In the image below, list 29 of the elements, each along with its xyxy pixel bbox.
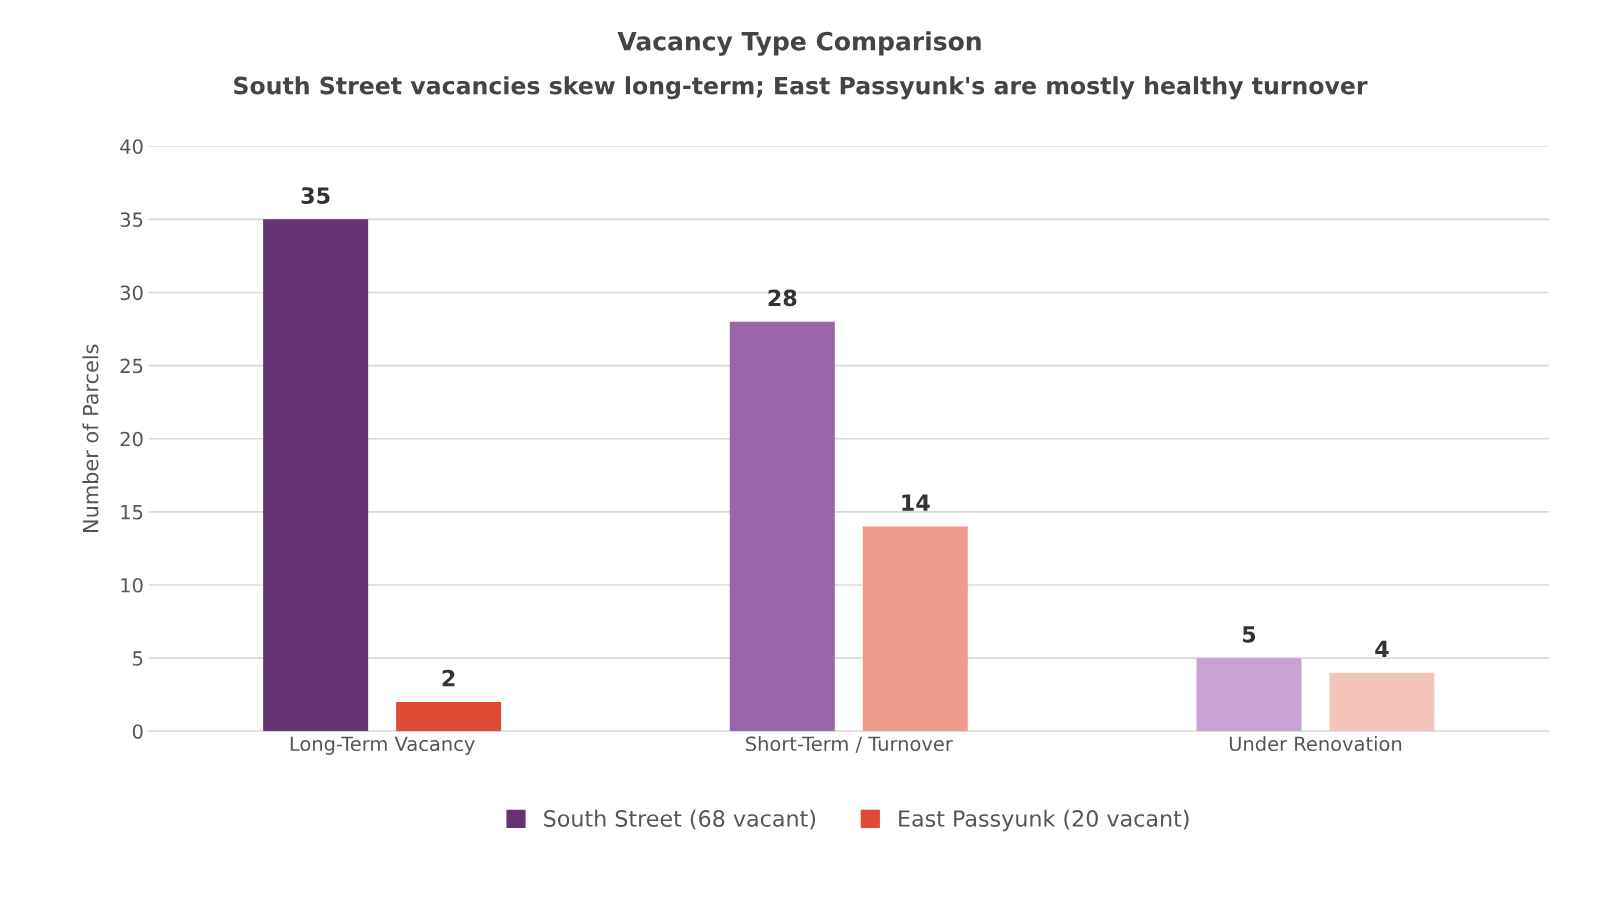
- data-label: 35: [301, 187, 330, 204]
- y-tick-label: 25: [120, 358, 143, 374]
- data-label: 5: [1242, 626, 1256, 643]
- data-label: 28: [768, 289, 797, 307]
- data-label: 14: [902, 494, 930, 511]
- data-label: 2: [442, 669, 455, 687]
- y-tick-label: 15: [121, 505, 143, 520]
- y-tick-label: 35: [120, 212, 143, 228]
- x-tick-label: Under Renovation: [1229, 736, 1402, 752]
- bar: [729, 321, 835, 732]
- bar: [862, 526, 968, 732]
- y-tick-label: 0: [132, 724, 143, 739]
- bar: [1329, 672, 1435, 732]
- y-tick-label: 5: [133, 651, 143, 666]
- legend-label: East Passyunk (20 vacant): [899, 809, 1189, 832]
- bar: [396, 701, 502, 732]
- y-tick-label: 40: [120, 139, 143, 154]
- chart-subtitle: South Street vacancies skew long-term; East Passyunk's are mostly healthy turnover: [234, 76, 1368, 100]
- bar: [263, 219, 369, 732]
- bar: [1196, 658, 1302, 732]
- y-axis-title: Number of Parcels: [82, 344, 99, 532]
- y-tick-label: 10: [121, 577, 143, 593]
- x-tick-label: Long-Term Vacancy: [290, 736, 475, 755]
- chart-title: Vacancy Type Comparison: [617, 31, 981, 56]
- y-tick-label: 30: [120, 285, 143, 301]
- x-tick-label: Short-Term / Turnover: [746, 736, 953, 753]
- legend-label: South Street (68 vacant): [544, 809, 816, 830]
- y-tick-label: 20: [120, 431, 143, 447]
- data-label: 4: [1375, 640, 1389, 657]
